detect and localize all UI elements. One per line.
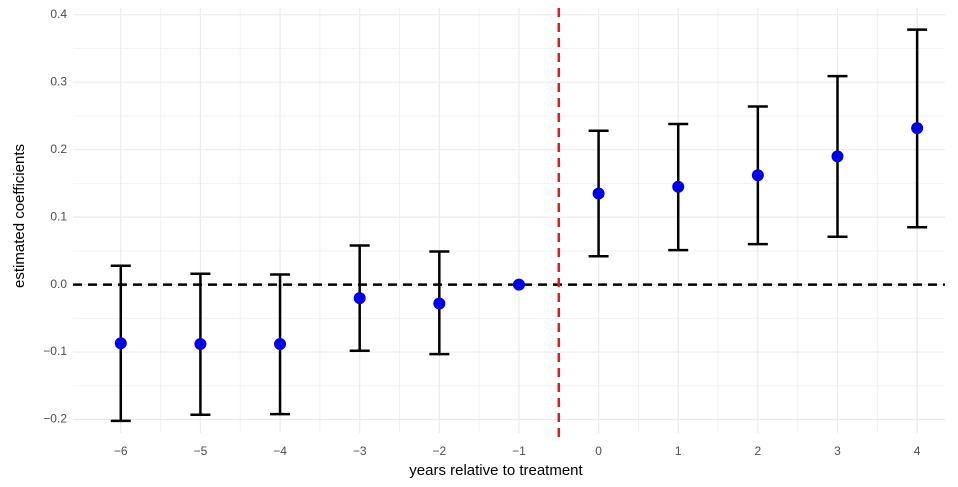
y-tick-label: 0.1 — [50, 209, 67, 223]
y-tick-label: 0.4 — [50, 7, 67, 21]
y-tick-label: −0.2 — [43, 412, 67, 426]
x-tick-label: −6 — [114, 444, 128, 458]
x-tick-label: 4 — [914, 444, 921, 458]
point — [751, 169, 764, 182]
y-tick-label: 0.0 — [50, 277, 67, 291]
point — [114, 337, 127, 350]
y-tick-label: −0.1 — [43, 344, 67, 358]
point — [274, 337, 287, 350]
point — [353, 292, 366, 305]
point — [194, 337, 207, 350]
x-tick-label: 0 — [595, 444, 602, 458]
x-tick-label: −3 — [353, 444, 367, 458]
point — [592, 187, 605, 200]
point — [831, 150, 844, 163]
y-tick-label: 0.2 — [50, 142, 67, 156]
x-tick-label: 2 — [755, 444, 762, 458]
y-tick-label: 0.3 — [50, 74, 67, 88]
y-axis-title: estimated coefficients — [11, 144, 28, 288]
point — [512, 278, 525, 291]
x-axis-title: years relative to treatment — [409, 462, 583, 479]
x-tick-label: −5 — [194, 444, 208, 458]
x-tick-label: −2 — [432, 444, 446, 458]
point — [911, 122, 924, 135]
point — [672, 180, 685, 193]
x-tick-label: −4 — [273, 444, 287, 458]
x-tick-label: 3 — [834, 444, 841, 458]
point — [433, 297, 446, 310]
x-tick-label: 1 — [675, 444, 682, 458]
x-tick-label: −1 — [512, 444, 526, 458]
